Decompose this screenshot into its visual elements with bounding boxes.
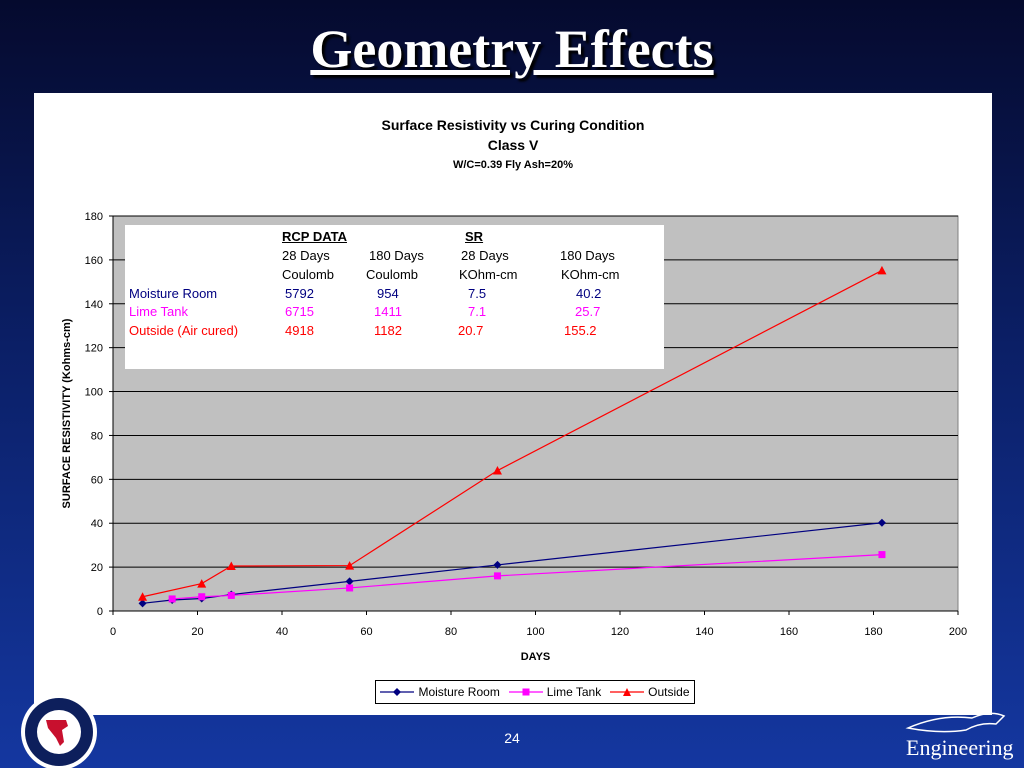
x-tick-label: 140 xyxy=(695,626,713,638)
y-tick-label: 140 xyxy=(85,299,103,311)
legend-item-moisture-room: Moisture Room xyxy=(380,685,500,699)
data-point xyxy=(138,599,147,608)
table-cell: 954 xyxy=(377,286,399,301)
legend-item-outside: Outside xyxy=(610,685,690,699)
y-tick-label: 0 xyxy=(97,606,103,618)
chart-subtitle-2: W/C=0.39 Fly Ash=20% xyxy=(452,159,574,171)
legend-diamond-marker-icon xyxy=(380,688,415,696)
y-tick-label: 100 xyxy=(85,387,103,399)
data-point xyxy=(197,579,207,588)
data-table: RCP DATA SR 28 Days 180 Days 28 Days 180… xyxy=(125,225,664,369)
gator-logo-icon xyxy=(905,712,1006,733)
data-point xyxy=(345,561,355,570)
chart-panel: Surface Resistivity vs Curing Condition … xyxy=(34,93,992,715)
table-units-cell: Coulomb xyxy=(282,267,335,282)
table-cell: 25.7 xyxy=(575,304,601,319)
table-cell: 7.5 xyxy=(468,286,487,301)
gator-engineering-logo: Engineering xyxy=(906,735,1014,760)
table-days-cell: 28 Days xyxy=(461,248,509,263)
series-line xyxy=(142,269,883,598)
data-point xyxy=(168,595,176,603)
table-row-label: Lime Tank xyxy=(129,304,189,319)
data-point xyxy=(346,584,354,592)
table-cell: 1182 xyxy=(374,323,402,338)
data-point xyxy=(198,593,206,601)
table-cell: 40.2 xyxy=(576,286,602,301)
y-tick-label: 120 xyxy=(85,343,103,355)
series-line xyxy=(172,554,882,600)
data-point xyxy=(878,551,886,559)
legend-item-lime-tank: Lime Tank xyxy=(508,685,602,699)
table-cell: 6715 xyxy=(285,304,314,319)
y-axis-label: SURFACE RESISTIVITY (Kohms-cm) xyxy=(61,318,73,508)
chart-legend: Moisture Room Lime Tank Outside xyxy=(375,680,695,704)
data-point xyxy=(877,518,886,527)
x-tick-label: 180 xyxy=(864,626,882,638)
table-cell: 20.7 xyxy=(458,323,484,338)
x-tick-label: 20 xyxy=(191,626,203,638)
y-tick-label: 160 xyxy=(85,255,103,267)
table-row-label: Moisture Room xyxy=(129,286,218,301)
x-tick-label: 100 xyxy=(526,626,544,638)
table-cell: 1411 xyxy=(374,304,402,319)
data-point xyxy=(226,561,236,571)
x-tick-label: 40 xyxy=(276,626,288,638)
data-point xyxy=(227,591,235,599)
data-point xyxy=(493,560,502,569)
data-point xyxy=(493,572,501,580)
legend-triangle-marker-icon xyxy=(610,688,645,696)
y-tick-label: 40 xyxy=(91,518,103,530)
chart-title: Surface Resistivity vs Curing Condition xyxy=(381,117,645,133)
y-tick-label: 60 xyxy=(91,474,103,486)
y-tick-label: 20 xyxy=(91,562,103,574)
table-days-cell: 180 Days xyxy=(560,248,615,263)
x-axis-label: DAYS xyxy=(521,651,551,663)
data-point xyxy=(345,577,354,586)
table-days-cell: 28 Days xyxy=(282,248,330,263)
table-units-cell: KOhm-cm xyxy=(561,267,620,282)
y-tick-label: 180 xyxy=(85,211,103,223)
fdot-seal-icon xyxy=(21,694,97,768)
data-point xyxy=(138,592,148,601)
table-units-cell: KOhm-cm xyxy=(459,267,518,282)
table-header-rcp: RCP DATA xyxy=(282,229,347,244)
table-header-sr: SR xyxy=(465,229,484,244)
slide-title: Geometry Effects xyxy=(310,19,714,79)
x-tick-label: 80 xyxy=(445,626,457,638)
x-tick-label: 200 xyxy=(949,626,967,638)
legend-label: Lime Tank xyxy=(546,685,602,699)
legend-label: Outside xyxy=(648,685,690,699)
table-units-cell: Coulomb xyxy=(366,267,419,282)
line-chart: 0 20 40 60 80 100 120 140 160 180 0 20 40 60 80 100 120 1… xyxy=(61,211,967,663)
x-tick-label: 60 xyxy=(360,626,372,638)
table-days-cell: 180 Days xyxy=(369,248,424,263)
data-point xyxy=(492,466,502,475)
chart-subtitle: Class V xyxy=(487,137,539,153)
table-cell: 7.1 xyxy=(468,304,487,319)
table-row-label: Outside (Air cured) xyxy=(129,323,239,338)
legend-label: Moisture Room xyxy=(418,685,500,699)
data-point xyxy=(877,265,887,275)
table-cell: 5792 xyxy=(285,286,314,301)
table-cell: 4918 xyxy=(285,323,314,338)
x-tick-label: 0 xyxy=(110,626,116,638)
x-tick-label: 120 xyxy=(611,626,629,638)
table-cell: 155.2 xyxy=(564,323,597,338)
x-tick-label: 160 xyxy=(780,626,798,638)
legend-square-marker-icon xyxy=(508,688,543,696)
y-tick-label: 80 xyxy=(91,430,103,442)
page-number: 24 xyxy=(504,730,520,746)
